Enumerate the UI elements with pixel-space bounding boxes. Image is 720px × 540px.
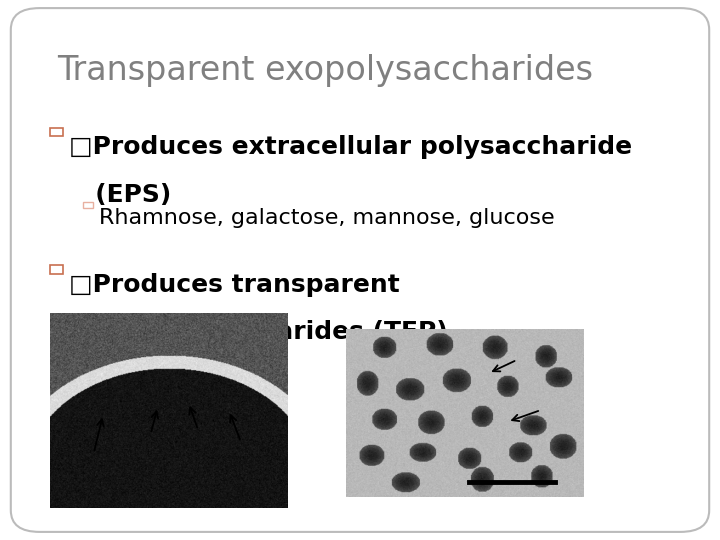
FancyBboxPatch shape xyxy=(11,8,709,532)
Text: exopolysaccharides (TEP): exopolysaccharides (TEP) xyxy=(69,320,448,344)
Bar xyxy=(50,266,63,274)
Text: Rhamnose, galactose, mannose, glucose: Rhamnose, galactose, mannose, glucose xyxy=(99,208,554,228)
Text: (EPS): (EPS) xyxy=(69,183,171,206)
Bar xyxy=(83,202,93,208)
Bar xyxy=(50,128,63,136)
Text: Transparent exopolysaccharides: Transparent exopolysaccharides xyxy=(58,54,593,87)
Text: □Produces transparent: □Produces transparent xyxy=(69,273,400,296)
Text: □Produces extracellular polysaccharide: □Produces extracellular polysaccharide xyxy=(69,135,632,159)
